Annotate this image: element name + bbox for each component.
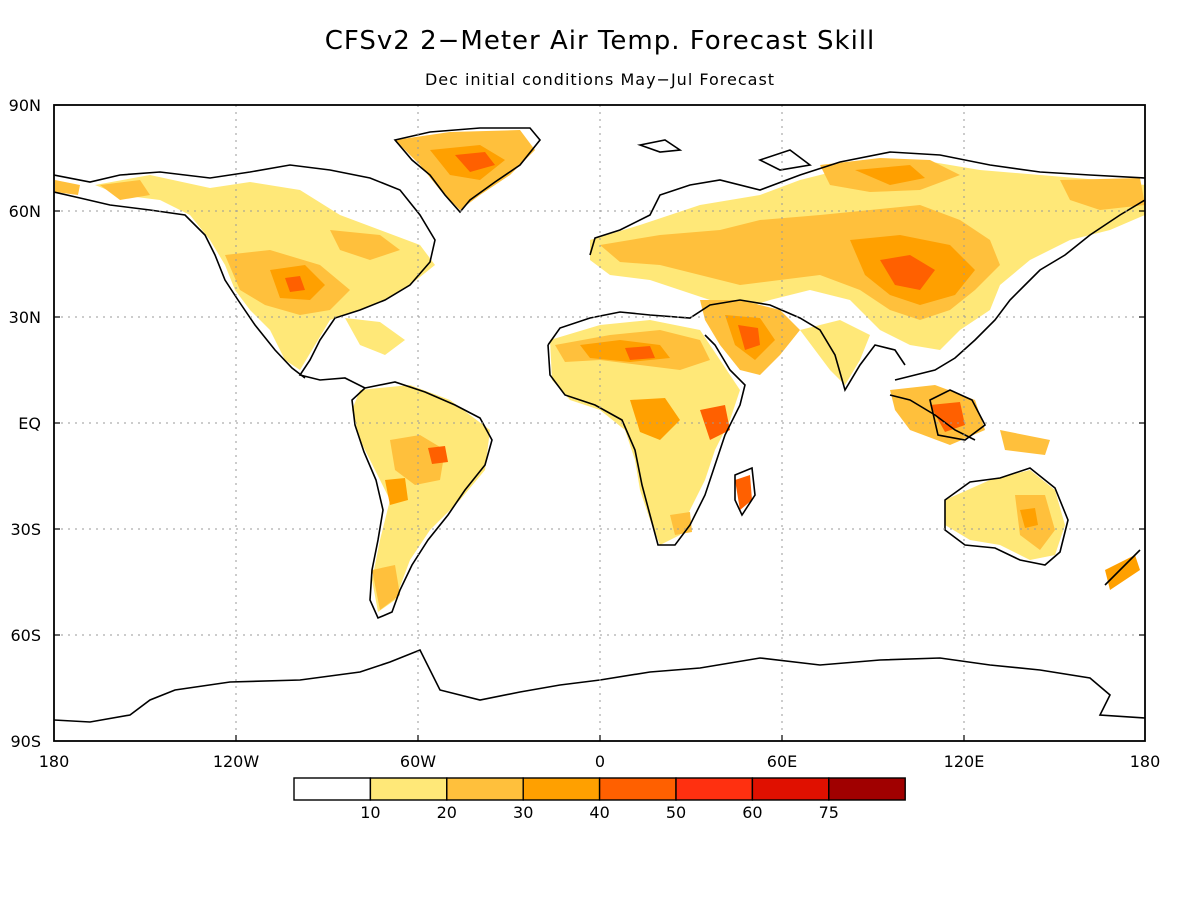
lat-label: EQ [18, 414, 41, 433]
lon-label: 120E [944, 752, 985, 771]
colorbar-label: 60 [742, 803, 762, 822]
longitude-labels: 180 120W 60W 0 60E 120E 180 [39, 752, 1161, 771]
lat-label: 30S [10, 520, 41, 539]
colorbar-label: 30 [513, 803, 533, 822]
colorbar-label: 40 [589, 803, 609, 822]
skill-shading [55, 130, 1145, 612]
lon-label: 0 [595, 752, 605, 771]
colorbar-swatch [598, 777, 677, 801]
axis-ticks [54, 104, 1145, 741]
colorbar-label: 75 [819, 803, 839, 822]
coastlines [54, 127, 1145, 723]
colorbar-swatch [293, 777, 372, 801]
lat-label: 60S [10, 626, 41, 645]
colorbar-swatch [369, 777, 448, 801]
gridlines [54, 105, 1145, 741]
latitude-labels: 90N 60N 30N EQ 30S 60S 90S [9, 96, 41, 751]
map-subtitle: Dec initial conditions May−Jul Forecast [424, 70, 776, 89]
colorbar-label: 10 [360, 803, 380, 822]
colorbar-swatch [828, 777, 906, 801]
colorbar-swatch [446, 777, 524, 801]
lon-label: 60W [400, 752, 436, 771]
lat-label: 30N [9, 308, 41, 327]
colorbar-label: 20 [437, 803, 457, 822]
lat-label: 90S [10, 732, 41, 751]
lon-label: 180 [39, 752, 70, 771]
colorbar-swatch [751, 777, 830, 801]
colorbar-label: 50 [666, 803, 686, 822]
map-title: CFSv2 2−Meter Air Temp. Forecast Skill [324, 26, 876, 56]
colorbar-swatch [675, 777, 754, 801]
lon-label: 60E [767, 752, 797, 771]
lat-label: 90N [9, 96, 41, 115]
lon-label: 120W [213, 752, 260, 771]
lat-label: 60N [9, 202, 41, 221]
lon-label: 180 [1130, 752, 1161, 771]
colorbar-swatch [522, 777, 601, 801]
colorbar: 10 20 30 40 50 60 75 [293, 777, 906, 822]
